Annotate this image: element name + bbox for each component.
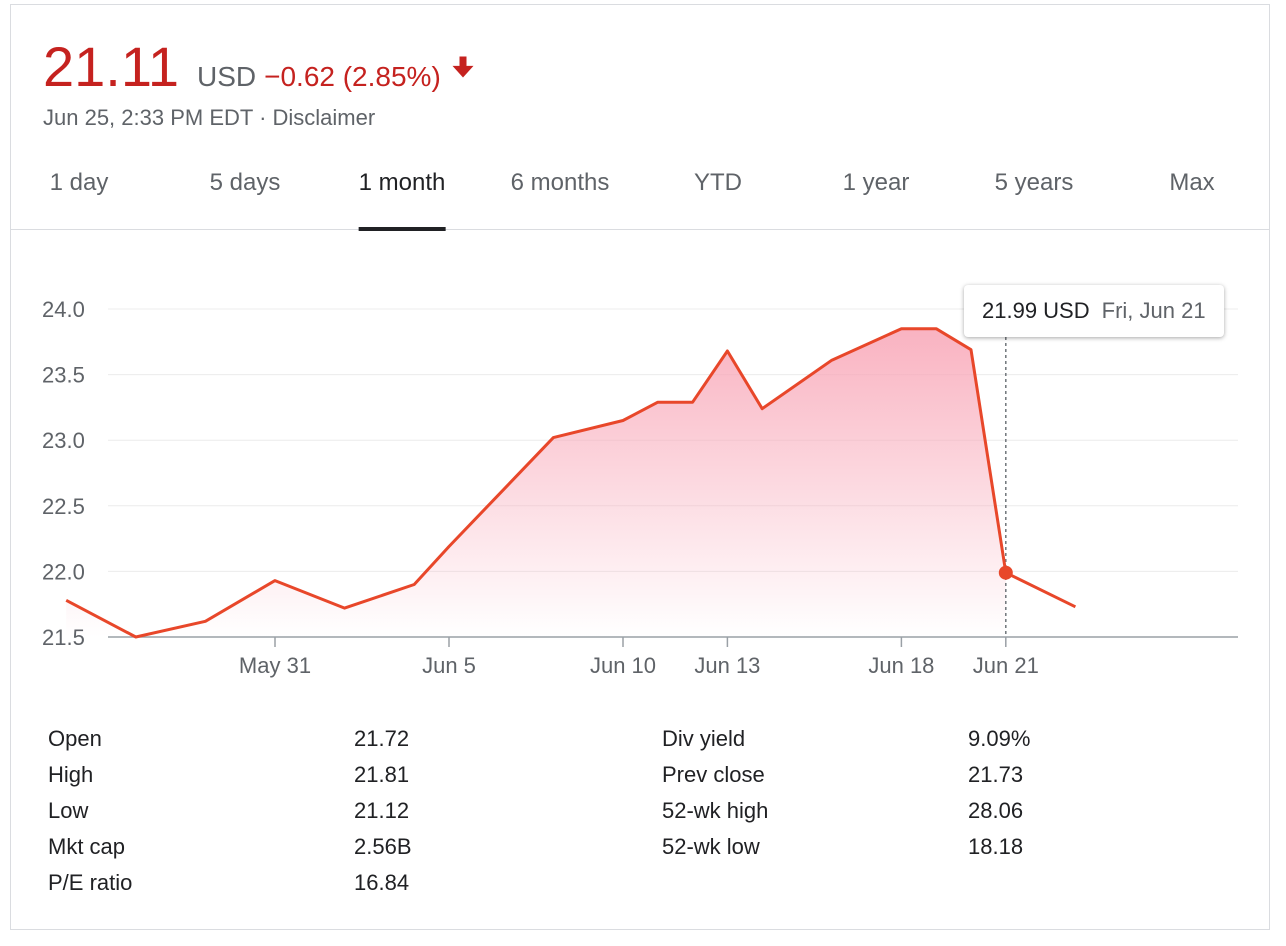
stat-label-pe-ratio: P/E ratio — [48, 870, 133, 895]
stat-value-open: 21.72 — [354, 726, 410, 751]
y-tick-label: 23.0 — [42, 428, 85, 453]
stat-value-div-yield: 9.09% — [968, 726, 1031, 751]
disclaimer-link[interactable]: Disclaimer — [272, 105, 376, 130]
stat-label-open: Open — [48, 726, 102, 751]
tab-5-days[interactable]: 5 days — [209, 169, 281, 196]
price-change: −0.62 (2.85%) — [264, 61, 441, 92]
x-tick-label: Jun 10 — [590, 653, 656, 678]
stat-label-52wk-low: 52-wk low — [662, 834, 760, 859]
x-tick-label: May 31 — [239, 653, 311, 678]
hover-point — [998, 565, 1013, 580]
y-tick-label: 24.0 — [42, 297, 85, 322]
stat-value-low: 21.12 — [354, 798, 410, 823]
y-tick-label: 23.5 — [42, 363, 85, 388]
price-line — [65, 327, 1077, 639]
stat-label-prev-close: Prev close — [662, 762, 765, 787]
stat-value-prev-close: 21.73 — [968, 762, 1024, 787]
stat-label-high: High — [48, 762, 94, 787]
tab-1-day[interactable]: 1 day — [49, 169, 109, 196]
x-tick-label: Jun 21 — [973, 653, 1039, 678]
price-tooltip: 21.99 USD Fri, Jun 21 — [964, 285, 1224, 337]
stat-label-low: Low — [48, 798, 89, 823]
stock-card: 21.11 USD −0.62 (2.85%) Jun 25, 2:33 PM … — [10, 4, 1270, 930]
stat-label-div-yield: Div yield — [662, 726, 746, 751]
stat-label-mkt-cap: Mkt cap — [48, 834, 126, 859]
current-price: 21.11 — [43, 35, 179, 98]
x-tick-label: Jun 5 — [422, 653, 476, 678]
y-tick-label: 22.0 — [42, 559, 85, 584]
x-tick-label: Jun 18 — [868, 653, 934, 678]
stat-value-52wk-high: 28.06 — [968, 798, 1024, 823]
price-row: 21.11 USD −0.62 (2.85%) — [43, 35, 477, 99]
stat-value-high: 21.81 — [354, 762, 410, 787]
arrow-down-icon — [452, 56, 474, 78]
quote-timestamp: Jun 25, 2:33 PM EDT — [43, 105, 253, 130]
tab-1-year[interactable]: 1 year — [842, 169, 910, 196]
tab-max[interactable]: Max — [1169, 169, 1215, 196]
stat-label-52wk-high: 52-wk high — [662, 798, 769, 823]
stat-value-mkt-cap: 2.56B — [354, 834, 412, 859]
tab-1-month[interactable]: 1 month — [358, 169, 445, 231]
range-tabs: 1 day 5 days 1 month 6 months YTD 1 year… — [11, 155, 1269, 231]
quote-meta: Jun 25, 2:33 PM EDT · Disclaimer — [43, 105, 477, 131]
stat-value-pe-ratio: 16.84 — [354, 870, 410, 895]
tooltip-value: 21.99 USD — [982, 298, 1090, 323]
tab-ytd[interactable]: YTD — [694, 169, 742, 196]
quote-header: 21.11 USD −0.62 (2.85%) Jun 25, 2:33 PM … — [43, 35, 477, 131]
currency-label: USD — [196, 61, 257, 92]
x-tick-label: Jun 13 — [694, 653, 760, 678]
stat-value-52wk-low: 18.18 — [968, 834, 1024, 859]
tooltip-date: Fri, Jun 21 — [1101, 298, 1206, 323]
price-area-fill — [66, 328, 1006, 637]
y-tick-label: 22.5 — [42, 494, 85, 519]
tab-6-months[interactable]: 6 months — [510, 169, 610, 196]
tab-5-years[interactable]: 5 years — [994, 169, 1074, 196]
price-chart[interactable]: 24.023.523.022.522.021.5 May 31 Jun 5 Jun … — [0, 0, 1286, 700]
meta-separator: · — [259, 105, 267, 130]
